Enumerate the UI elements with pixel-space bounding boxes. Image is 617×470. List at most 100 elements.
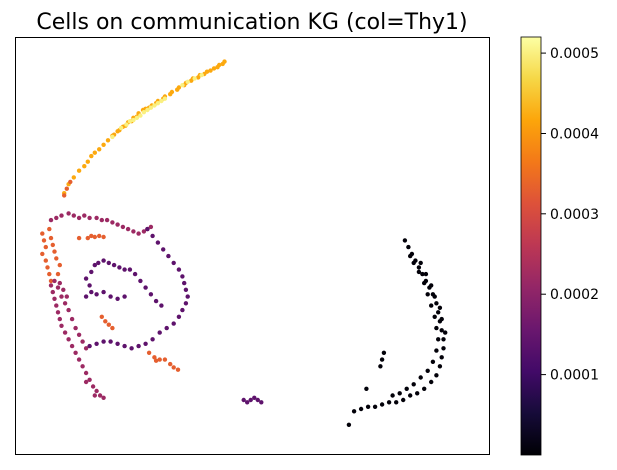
data-point	[115, 296, 120, 301]
data-point	[104, 217, 110, 223]
data-point	[136, 343, 141, 349]
data-point	[103, 319, 108, 324]
data-point	[45, 265, 50, 270]
data-point	[176, 314, 182, 319]
data-point	[365, 404, 371, 409]
data-point	[83, 370, 89, 376]
data-point	[50, 289, 55, 295]
data-point	[159, 98, 164, 104]
data-point	[372, 404, 378, 409]
data-point	[423, 271, 429, 277]
data-point	[101, 142, 106, 147]
data-point	[89, 153, 94, 159]
data-point	[397, 391, 402, 396]
data-point	[76, 215, 82, 221]
data-point	[54, 303, 59, 308]
data-point	[152, 355, 157, 360]
data-point	[99, 217, 105, 223]
data-point	[64, 294, 70, 299]
data-point	[47, 271, 52, 277]
data-point	[76, 357, 82, 362]
data-point	[192, 76, 197, 81]
data-point	[381, 350, 387, 355]
data-point	[152, 103, 157, 108]
data-point	[55, 310, 61, 315]
data-point	[59, 213, 64, 218]
colorbar	[520, 36, 542, 456]
data-point	[245, 400, 250, 405]
data-point	[118, 125, 124, 131]
data-point	[386, 400, 392, 405]
data-point	[99, 314, 105, 319]
data-point	[259, 400, 264, 405]
data-point	[252, 395, 257, 400]
chart-title: Cells on communication KG (col=Thy1)	[36, 10, 467, 35]
data-point	[96, 260, 101, 266]
data-point	[406, 244, 411, 250]
data-point	[55, 271, 61, 277]
data-point	[89, 269, 94, 275]
data-point	[157, 330, 162, 335]
data-point	[148, 224, 154, 230]
data-point	[364, 386, 369, 391]
data-point	[437, 364, 443, 369]
data-point	[124, 122, 129, 127]
data-point	[166, 253, 171, 259]
data-point	[159, 303, 164, 308]
data-point	[52, 278, 57, 284]
data-point	[92, 234, 98, 240]
data-point	[131, 117, 136, 123]
data-point	[434, 373, 439, 378]
data-point	[50, 242, 55, 248]
data-point	[87, 343, 92, 349]
data-point	[183, 287, 189, 292]
data-point	[162, 96, 168, 101]
data-point	[82, 164, 87, 169]
data-point	[73, 325, 78, 331]
data-point	[255, 397, 260, 403]
data-point	[432, 314, 437, 319]
data-point	[439, 328, 444, 333]
data-point	[80, 339, 85, 344]
data-point	[108, 339, 113, 344]
data-point	[62, 301, 68, 306]
data-point	[171, 260, 176, 266]
data-point	[89, 233, 94, 239]
data-point	[101, 395, 106, 400]
data-point	[40, 251, 45, 257]
data-point	[66, 307, 71, 313]
data-point	[168, 361, 173, 367]
data-point	[153, 358, 159, 363]
data-point	[52, 249, 57, 254]
data-point	[180, 274, 185, 279]
data-point	[52, 296, 57, 301]
data-point	[101, 234, 106, 240]
data-point	[404, 386, 409, 391]
data-point	[185, 79, 190, 85]
data-point	[92, 262, 98, 268]
data-point	[108, 294, 113, 299]
data-point	[432, 294, 437, 299]
data-point	[48, 283, 54, 288]
data-point	[120, 224, 126, 230]
data-point	[85, 159, 91, 164]
data-point	[57, 280, 62, 286]
data-point	[148, 105, 154, 110]
data-point	[57, 262, 62, 268]
data-point	[439, 316, 444, 322]
data-point	[94, 388, 99, 394]
data-point	[215, 65, 220, 70]
data-point	[180, 307, 185, 313]
data-point	[101, 258, 106, 263]
data-point	[408, 253, 413, 259]
data-point	[411, 382, 416, 387]
scatter-points	[40, 59, 448, 427]
data-point	[71, 213, 77, 218]
data-point	[441, 346, 446, 351]
data-point	[141, 229, 147, 234]
data-point	[92, 150, 98, 155]
data-point	[106, 260, 112, 266]
data-point	[436, 310, 441, 315]
data-point	[248, 397, 253, 403]
data-point	[150, 337, 155, 342]
